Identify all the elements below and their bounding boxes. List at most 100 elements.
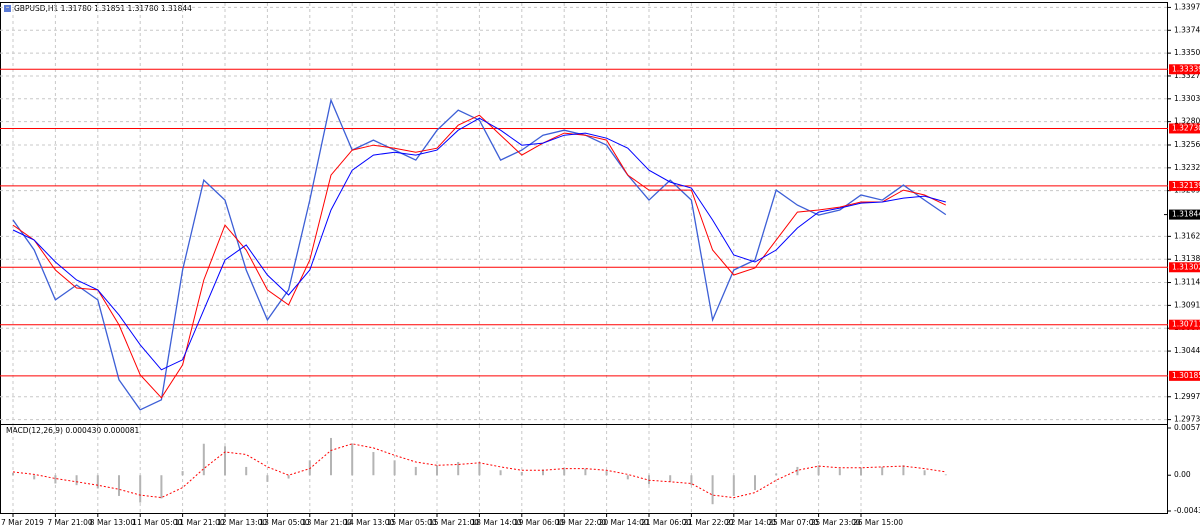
macd-bar (351, 443, 354, 476)
chart-title: GBPUSD,H1 1.31780 1.31851 1.31780 1.3184… (14, 4, 192, 13)
macd-bar (838, 468, 841, 476)
macd-bar (330, 437, 332, 476)
x-tick-label: 19 Mar 22:00 (556, 518, 606, 527)
y-tick-label: 1.33975 (1174, 2, 1200, 11)
macd-bar (626, 475, 629, 480)
macd-bar (944, 474, 947, 476)
x-tick-label: 8 Mar 13:00 (90, 518, 136, 527)
moving-average (12, 117, 946, 371)
macd-bar (542, 469, 544, 476)
price-line (12, 98, 947, 411)
y-tick-label: 1.33270 (1174, 71, 1200, 80)
macd-bar (96, 475, 99, 489)
level-label: 1.30711 (1172, 320, 1200, 329)
x-tick-label: 15 Mar 21:00 (429, 518, 479, 527)
macd-bar (669, 475, 672, 482)
macd-bar (54, 475, 57, 484)
macd-bar (414, 466, 417, 476)
y-tick-label: 1.32800 (1174, 117, 1200, 126)
y-tick-label: 1.31620 (1174, 231, 1200, 240)
macd-bar (75, 475, 78, 486)
macd-bar (181, 471, 184, 476)
y-tick-label: -0.00432 (1174, 506, 1200, 515)
y-tick-label: 1.33035 (1174, 94, 1200, 103)
x-tick-label: 22 Mar 14:00 (726, 518, 776, 527)
macd-bar (711, 475, 714, 505)
y-tick-label: 1.30910 (1174, 300, 1200, 309)
last-price-box (1169, 209, 1200, 220)
macd-bar (372, 452, 375, 476)
symbol-icon (4, 5, 11, 12)
macd-bar (139, 475, 142, 503)
macd-bar (796, 466, 799, 476)
last-price-label: 1.31844 (1172, 210, 1200, 219)
macd-bar (605, 471, 608, 476)
macd-bar (457, 461, 460, 476)
macd-bar (308, 460, 311, 476)
y-tick-label: 1.31145 (1174, 278, 1200, 287)
y-tick-label: 0.00 (1174, 470, 1191, 479)
macd-bar (584, 468, 587, 476)
x-tick-label: 21 Mar 06:00 (641, 518, 691, 527)
x-tick-label: 13 Mar 21:00 (302, 518, 352, 527)
x-tick-label: 18 Mar 14:00 (471, 518, 521, 527)
macd-bar (923, 470, 926, 476)
x-tick-label: 12 Mar 13:00 (217, 518, 267, 527)
macd-bar (902, 465, 905, 476)
macd-bar (690, 475, 693, 486)
plot-frame (0, 2, 1168, 514)
macd-bar (775, 473, 778, 476)
y-tick-label: 1.32325 (1174, 163, 1200, 172)
macd-bar (160, 475, 163, 499)
level-label-box (1169, 370, 1200, 381)
macd-bar (754, 475, 756, 491)
y-tick-label: 1.33740 (1174, 25, 1200, 34)
macd-bar (563, 467, 566, 476)
macd-bar (287, 475, 290, 479)
y-tick-label: 1.31385 (1174, 254, 1200, 263)
x-tick-label: 25 Mar 07:00 (768, 518, 818, 527)
x-tick-label: 13 Mar 05:00 (259, 518, 309, 527)
macd-bar (12, 472, 14, 476)
macd-bar (860, 467, 862, 476)
x-tick-label: 20 Mar 14:00 (599, 518, 649, 527)
y-tick-label: 1.32560 (1174, 140, 1200, 149)
macd-bar (436, 465, 438, 476)
level-label-box (1169, 180, 1200, 191)
y-tick-label: 1.33505 (1174, 48, 1200, 57)
x-tick-label: 26 Mar 15:00 (853, 518, 903, 527)
x-tick-label: 7 Mar 21:00 (47, 518, 93, 527)
level-label: 1.33339 (1172, 64, 1200, 73)
x-tick-label: 7 Mar 2019 (1, 518, 44, 527)
macd-bar (118, 475, 120, 496)
macd-bar (393, 460, 396, 476)
x-tick-label: 15 Mar 05:00 (387, 518, 437, 527)
macd-bar (478, 461, 481, 476)
macd-bar (224, 446, 226, 476)
y-tick-label: 1.29970 (1174, 392, 1200, 401)
macd-bar (520, 471, 523, 476)
macd-bar (33, 475, 36, 480)
y-tick-label: 1.30440 (1174, 346, 1200, 355)
x-tick-label: 14 Mar 13:00 (344, 518, 394, 527)
level-label-box (1169, 262, 1200, 273)
indicator-title: MACD(12,26,9) 0.000430 0.000081 (6, 426, 140, 435)
moving-average (12, 114, 947, 399)
x-tick-label: 11 Mar 21:00 (175, 518, 225, 527)
x-tick-label: 25 Mar 23:00 (811, 518, 861, 527)
macd-bar (881, 466, 884, 476)
level-label: 1.32139 (1172, 181, 1200, 190)
y-tick-label: 0.005702 (1174, 423, 1200, 432)
signal-line (12, 443, 946, 499)
macd-bar (817, 465, 820, 476)
macd-bar (202, 443, 205, 476)
level-label-box (1169, 64, 1200, 75)
x-tick-label: 19 Mar 06:00 (514, 518, 564, 527)
level-label: 1.30185 (1172, 371, 1200, 380)
macd-bar (266, 475, 269, 482)
y-tick-label: 1.29735 (1174, 415, 1200, 424)
macd-bar (499, 470, 502, 476)
